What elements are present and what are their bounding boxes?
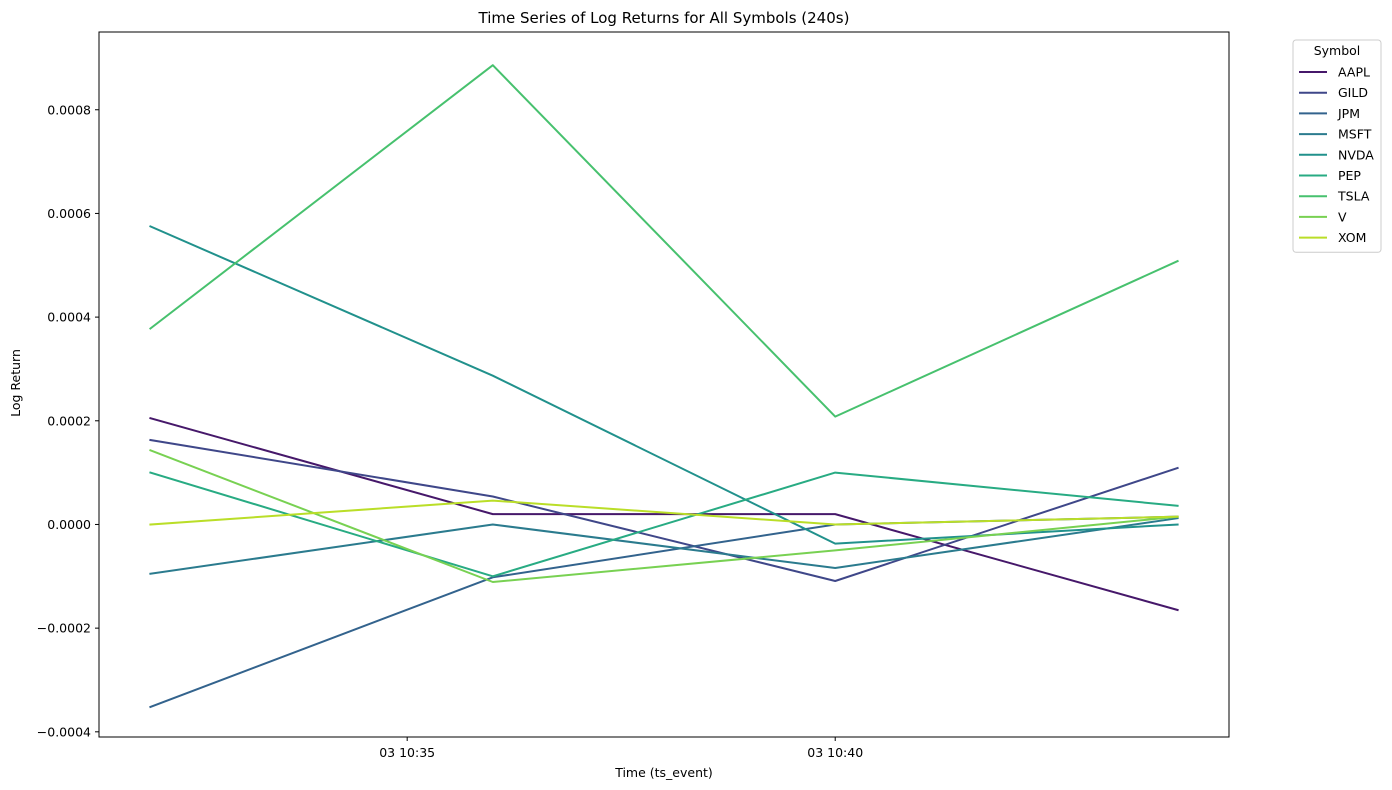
series-line-v — [149, 449, 1179, 583]
y-tick-label: 0.0008 — [47, 102, 91, 117]
y-axis-label: Log Return — [8, 349, 23, 417]
series-line-aapl — [149, 416, 1179, 612]
legend-label-jpm: JPM — [1337, 106, 1360, 121]
legend: Symbol AAPL GILD JPM MSFT NVDA PEP TSLA V XOM — [1292, 39, 1382, 253]
series-line-xom — [149, 499, 1179, 526]
y-tick-label: 0.0006 — [47, 206, 91, 221]
legend-label-aapl: AAPL — [1338, 65, 1370, 80]
axes-layer: −0.0004 −0.0002 0.0000 0.0002 0.0004 0.0006 0.… — [37, 31, 1230, 760]
y-tick-label: −0.0002 — [37, 621, 91, 636]
x-tick-label: 03 10:35 — [379, 745, 435, 760]
y-tick-label: 0.0004 — [47, 310, 91, 325]
series-line-jpm — [149, 515, 1179, 709]
y-tick-label: 0.0000 — [47, 517, 91, 532]
legend-label-xom: XOM — [1338, 230, 1366, 245]
legend-label-msft: MSFT — [1338, 127, 1372, 142]
y-tick-label: 0.0002 — [47, 413, 91, 428]
series-line-pep — [149, 471, 1179, 578]
series-line-tsla — [148, 64, 1179, 418]
chart-title: Time Series of Log Returns for All Symbo… — [478, 9, 850, 27]
legend-title: Symbol — [1314, 43, 1361, 58]
series-line-nvda — [149, 225, 1179, 545]
series-line-msft — [149, 517, 1179, 575]
plot-frame — [98, 31, 1230, 738]
x-axis-label: Time (ts_event) — [614, 765, 713, 780]
legend-label-gild: GILD — [1338, 85, 1368, 100]
series-line-gild — [149, 438, 1179, 582]
y-tick-label: −0.0004 — [37, 724, 91, 739]
legend-label-pep: PEP — [1338, 168, 1361, 183]
x-tick-label: 03 10:40 — [807, 745, 863, 760]
legend-label-nvda: NVDA — [1338, 147, 1374, 162]
legend-label-v: V — [1338, 209, 1347, 224]
legend-label-tsla: TSLA — [1337, 189, 1370, 204]
series-layer — [148, 64, 1179, 709]
